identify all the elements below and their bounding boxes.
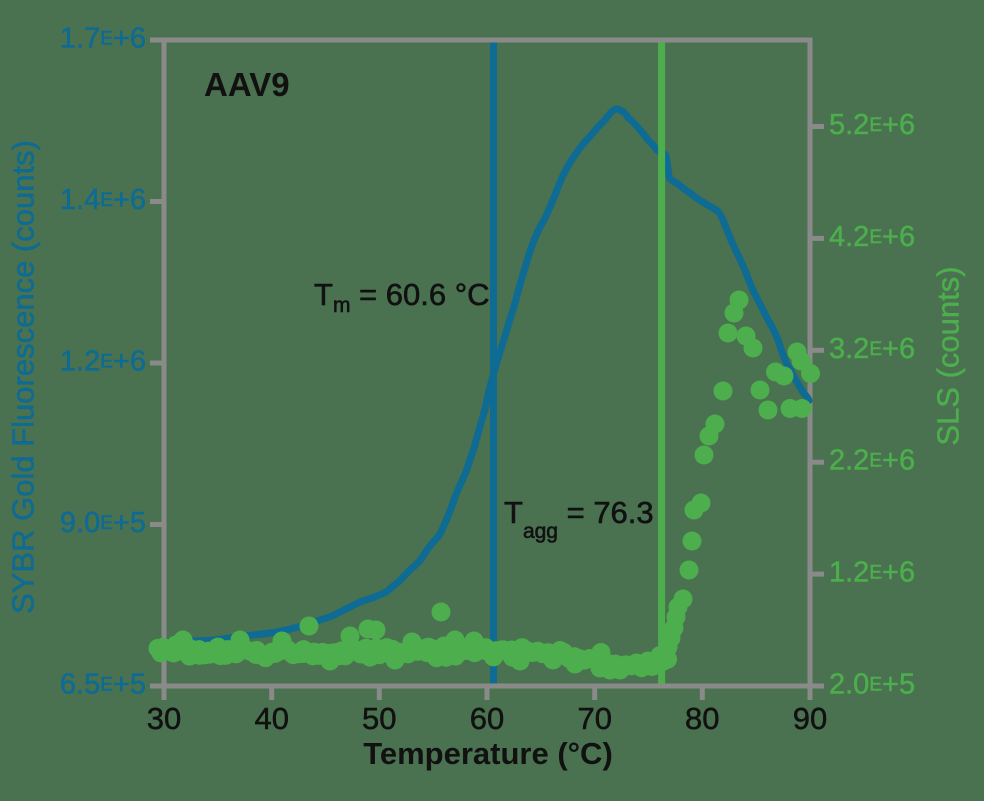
- svg-text:40: 40: [254, 701, 288, 736]
- svg-text:80: 80: [685, 701, 719, 736]
- svg-text:Tm = 60.6 °C: Tm = 60.6 °C: [314, 277, 490, 317]
- svg-text:2.2E+6: 2.2E+6: [829, 445, 915, 477]
- svg-text:60: 60: [470, 701, 504, 736]
- svg-text:Temperature (°C): Temperature (°C): [363, 736, 613, 771]
- svg-text:9.0E+5: 9.0E+5: [60, 507, 146, 539]
- svg-text:SYBR Gold Fluorescence (counts: SYBR Gold Fluorescence (counts): [6, 140, 41, 614]
- svg-text:1.2E+6: 1.2E+6: [60, 346, 146, 378]
- svg-text:30: 30: [147, 701, 181, 736]
- svg-text:SLS (counts): SLS (counts): [931, 266, 966, 445]
- svg-text:5.2E+6: 5.2E+6: [829, 109, 915, 141]
- svg-text:4.2E+6: 4.2E+6: [829, 221, 915, 253]
- svg-text:AAV9: AAV9: [204, 66, 290, 103]
- svg-text:70: 70: [577, 701, 611, 736]
- svg-text:50: 50: [362, 701, 396, 736]
- svg-text:1.2E+6: 1.2E+6: [829, 557, 915, 589]
- svg-text:1.7E+6: 1.7E+6: [60, 23, 146, 55]
- svg-text:90: 90: [793, 701, 827, 736]
- svg-text:3.2E+6: 3.2E+6: [829, 333, 915, 365]
- svg-text:2.0E+5: 2.0E+5: [829, 669, 915, 701]
- svg-text:1.4E+6: 1.4E+6: [60, 184, 146, 216]
- svg-text:6.5E+5: 6.5E+5: [60, 669, 146, 701]
